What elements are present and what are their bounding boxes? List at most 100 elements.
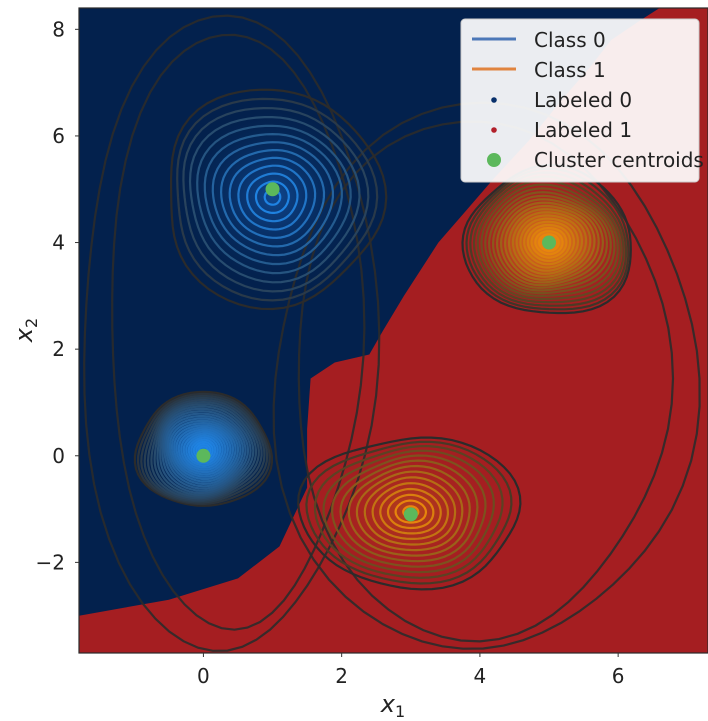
cluster-0-contour-5	[150, 400, 260, 500]
y-tick-label-4: 6	[52, 124, 65, 148]
outer-contour-0	[83, 14, 381, 652]
cluster-1-contour-9	[237, 164, 308, 231]
cluster-0-contour-21	[187, 436, 219, 465]
cluster-2-contour-11	[386, 493, 435, 530]
cluster-0-contour-0	[133, 390, 273, 507]
cluster-2-contour-6	[347, 464, 471, 557]
legend-class0-label: Class 0	[534, 28, 606, 52]
x-tick-label-1: 2	[335, 664, 348, 688]
plot-frame	[78, 7, 708, 654]
cluster-3-contour-17	[526, 223, 572, 263]
cluster-0-contour-1	[136, 392, 271, 506]
legend-labeled1-label: Labeled 1	[534, 118, 632, 142]
legend-box	[460, 18, 700, 183]
centroid-2	[403, 507, 418, 522]
legend-labeled0-marker	[491, 97, 497, 103]
cluster-0-contour-4	[146, 398, 263, 501]
cluster-0-contour-19	[182, 432, 224, 469]
cluster-3-contour-20	[538, 233, 560, 252]
y-tick-label-5: 8	[52, 17, 65, 41]
cluster-1-contour-1	[176, 97, 379, 302]
y-tick-label-0: −2	[36, 550, 65, 574]
cluster-3-contour-8	[491, 194, 609, 289]
cluster-3-contour-10	[499, 201, 600, 284]
x-axis-ticks: 0 2 4 6	[197, 653, 625, 688]
y-axis-label: x2	[10, 318, 41, 343]
cluster-0-contour-14	[170, 421, 237, 481]
cluster-0-contour-10	[163, 412, 247, 490]
cluster-3-contour-7	[487, 191, 612, 292]
cluster-3-contour-18	[530, 227, 568, 259]
y-tick-label-1: 0	[52, 444, 65, 468]
y-tick-label-2: 2	[52, 337, 65, 361]
cluster-0-contour-9	[161, 410, 250, 492]
cluster-0-contour-3	[143, 396, 266, 503]
cluster-2-contour-4	[330, 454, 487, 568]
y-tick-label-3: 4	[52, 231, 65, 255]
cluster-2-contour-2	[313, 444, 504, 579]
cluster-3-contour-1	[465, 167, 630, 311]
cluster-0-contour-20	[185, 434, 222, 467]
cluster-0-contour-16	[175, 426, 232, 476]
cluster-1-contour-10	[246, 172, 299, 223]
x-tick-label-0: 0	[197, 664, 210, 688]
legend-labeled0-label: Labeled 0	[534, 88, 632, 112]
cluster-0-contour-2	[140, 394, 269, 504]
cluster-1-contour-5	[203, 132, 343, 266]
cluster-3-contour-2	[469, 171, 628, 307]
y-axis-ticks: −2 0 2 4 6 8	[36, 17, 79, 574]
cluster-1-contour-3	[188, 116, 361, 284]
centroid-1	[265, 182, 280, 197]
cluster-1-contour-11	[254, 180, 290, 214]
x-axis-label: x1	[380, 690, 405, 717]
cluster-3-contour-14	[515, 214, 583, 272]
cluster-3-contour-13	[511, 211, 588, 275]
cluster-2-contour-7	[355, 470, 464, 552]
cluster-2-contour-12	[394, 499, 427, 524]
legend-centroid-marker	[487, 153, 501, 167]
cluster-2-contour-10	[379, 487, 442, 535]
cluster-2-contour-8	[363, 476, 457, 546]
cluster-3-contour-9	[495, 198, 605, 287]
centroid-0	[196, 448, 211, 463]
cluster-0-contour-12	[166, 417, 242, 486]
cluster-0-contour-11	[165, 415, 245, 488]
cluster-3-contour-3	[472, 175, 625, 304]
outer-contour-1	[111, 33, 366, 631]
x-tick-label-2: 4	[474, 664, 487, 688]
cluster-3-contour-15	[519, 217, 579, 269]
cluster-0-contour-15	[173, 424, 234, 478]
cluster-0-contour-18	[180, 430, 227, 471]
cluster-3-contour-16	[523, 220, 576, 266]
cluster-0-contour-6	[153, 403, 258, 498]
cluster-2-contour-0	[297, 436, 522, 591]
cluster-1-contour-2	[182, 106, 370, 293]
cluster-2-contour-5	[339, 459, 479, 563]
y-axis-label-base: x	[10, 327, 38, 343]
legend-labeled1-marker	[491, 127, 497, 133]
cluster-2-contour-3	[322, 449, 495, 574]
cluster-1-contour-0	[170, 88, 388, 311]
cluster-1-contour-8	[228, 156, 317, 240]
legend: Class 0 Class 1 Labeled 0 Labeled 1 Clus…	[460, 18, 704, 183]
centroid-3	[542, 235, 557, 250]
cluster-glow-1	[184, 111, 362, 283]
cluster-3-contour-11	[503, 204, 596, 281]
cluster-1-contour-7	[219, 149, 326, 248]
cluster-2-contour-1	[305, 440, 513, 585]
x-axis-label-subscript: 1	[395, 702, 405, 717]
cluster-0-contour-13	[168, 419, 240, 483]
x-tick-label-3: 6	[612, 664, 625, 688]
cluster-3-contour-19	[534, 230, 564, 256]
cluster-0-contour-17	[177, 428, 230, 474]
legend-centroid-label: Cluster centroids	[534, 148, 704, 172]
cluster-0-contour-22	[190, 438, 217, 463]
x-axis-label-base: x	[380, 690, 396, 717]
cluster-0-contour-8	[159, 407, 252, 494]
cluster-3-contour-6	[484, 187, 616, 295]
cluster-1-contour-4	[196, 124, 352, 275]
cluster-3-contour-4	[476, 179, 622, 300]
legend-class1-label: Class 1	[534, 58, 606, 82]
